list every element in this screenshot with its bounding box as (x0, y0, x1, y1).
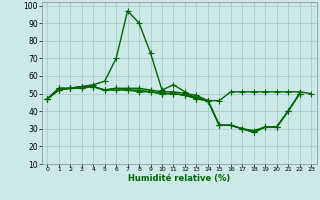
X-axis label: Humidité relative (%): Humidité relative (%) (128, 174, 230, 183)
